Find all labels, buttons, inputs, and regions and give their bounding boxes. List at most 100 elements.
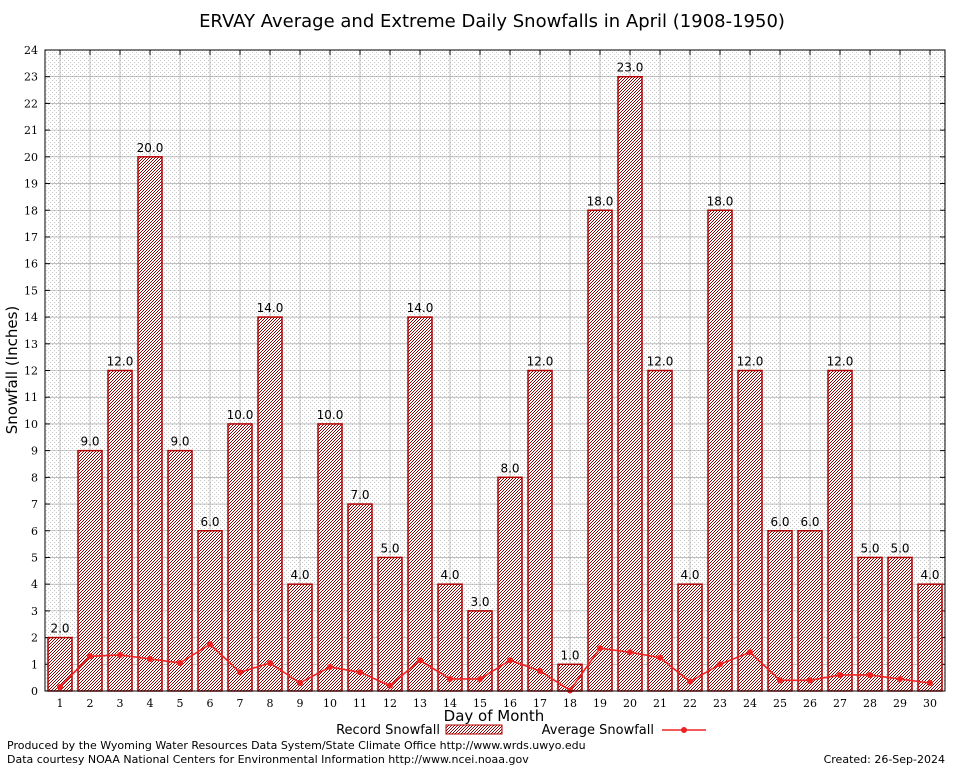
average-point xyxy=(447,675,453,682)
record-bar xyxy=(917,583,943,692)
average-point xyxy=(57,683,63,690)
y-tick-label: 10 xyxy=(24,418,38,431)
average-point xyxy=(927,679,933,686)
average-point xyxy=(867,671,873,678)
footer-created-date: Created: 26-Sep-2024 xyxy=(823,753,945,766)
average-point xyxy=(657,654,663,661)
x-tick-label: 26 xyxy=(803,697,817,710)
average-point xyxy=(117,651,123,658)
y-tick-label: 21 xyxy=(24,124,38,137)
record-bar xyxy=(497,476,523,692)
y-tick-label: 11 xyxy=(24,391,38,404)
record-bar xyxy=(737,369,763,692)
bar-value-label: 18.0 xyxy=(587,194,614,208)
record-bar xyxy=(287,583,313,692)
y-tick-label: 0 xyxy=(31,685,38,698)
average-point xyxy=(567,687,573,694)
bar-value-label: 10.0 xyxy=(227,408,254,422)
x-tick-label: 10 xyxy=(323,697,337,710)
y-tick-label: 16 xyxy=(24,258,38,271)
record-bar xyxy=(107,369,133,692)
y-tick-label: 19 xyxy=(24,178,38,191)
record-bar xyxy=(197,530,223,692)
record-bar xyxy=(377,556,403,692)
x-tick-label: 30 xyxy=(923,697,937,710)
x-axis-label: Day of Month xyxy=(444,707,545,725)
x-tick-label: 9 xyxy=(297,697,304,710)
bar-value-label: 20.0 xyxy=(137,141,164,155)
average-point xyxy=(357,669,363,676)
x-tick-label: 29 xyxy=(893,697,907,710)
bar-value-label: 12.0 xyxy=(647,355,674,369)
x-tick-label: 25 xyxy=(773,697,787,710)
average-point xyxy=(327,663,333,670)
average-point xyxy=(177,659,183,666)
bar-value-label: 6.0 xyxy=(200,515,219,529)
record-bar xyxy=(797,530,823,692)
x-tick-label: 18 xyxy=(563,697,577,710)
y-tick-label: 7 xyxy=(31,498,38,511)
bar-value-label: 8.0 xyxy=(500,461,519,475)
x-tick-label: 8 xyxy=(267,697,274,710)
legend-record-label: Record Snowfall xyxy=(336,723,440,738)
bar-value-label: 3.0 xyxy=(470,595,489,609)
bar-value-label: 5.0 xyxy=(860,541,879,555)
average-point xyxy=(207,641,213,648)
bar-value-label: 6.0 xyxy=(800,515,819,529)
legend-average-marker xyxy=(681,727,687,733)
legend: Record Snowfall Average Snowfall xyxy=(336,723,706,738)
x-tick-label: 6 xyxy=(207,697,214,710)
bar-value-label: 12.0 xyxy=(107,355,134,369)
record-bar xyxy=(47,636,73,692)
y-tick-label: 14 xyxy=(24,311,38,324)
bar-value-label: 2.0 xyxy=(50,622,69,636)
bar-value-label: 4.0 xyxy=(290,568,309,582)
record-bar xyxy=(887,556,913,692)
bar-value-label: 18.0 xyxy=(707,194,734,208)
y-tick-label: 2 xyxy=(31,632,38,645)
bar-value-label: 23.0 xyxy=(617,61,644,75)
bar-value-label: 9.0 xyxy=(170,435,189,449)
bar-value-label: 1.0 xyxy=(560,648,579,662)
average-point xyxy=(777,677,783,684)
average-point xyxy=(477,675,483,682)
x-tick-label: 5 xyxy=(177,697,184,710)
y-tick-label: 9 xyxy=(31,445,38,458)
record-bar xyxy=(767,530,793,692)
y-tick-label: 13 xyxy=(24,338,38,351)
record-bar xyxy=(527,369,553,692)
record-bar xyxy=(587,209,613,692)
plot-border xyxy=(44,49,946,692)
footer-produced-by: Produced by the Wyoming Water Resources … xyxy=(7,739,586,752)
x-tick-label: 13 xyxy=(413,697,427,710)
bar-value-label: 9.0 xyxy=(80,435,99,449)
record-bar xyxy=(167,449,193,692)
x-tick-label: 11 xyxy=(353,697,367,710)
bar-value-label: 14.0 xyxy=(407,301,434,315)
record-bar xyxy=(227,423,253,692)
average-point xyxy=(237,669,243,676)
x-tick-label: 22 xyxy=(683,697,697,710)
record-bar xyxy=(857,556,883,692)
y-axis-label: Snowfall (Inches) xyxy=(3,306,21,434)
average-point xyxy=(87,653,93,660)
x-tick-label: 23 xyxy=(713,697,727,710)
average-point xyxy=(297,679,303,686)
x-tick-label: 21 xyxy=(653,697,667,710)
footer-data-courtesy: Data courtesy NOAA National Centers for … xyxy=(7,753,529,766)
y-tick-label: 15 xyxy=(24,284,38,297)
y-tick-label: 12 xyxy=(24,365,38,378)
legend-record-swatch xyxy=(445,724,503,735)
y-tick-label: 3 xyxy=(31,605,38,618)
y-tick-label: 5 xyxy=(31,551,38,564)
legend-average-label: Average Snowfall xyxy=(542,723,654,738)
record-bar xyxy=(437,583,463,692)
average-point xyxy=(147,655,153,662)
bar-value-label: 6.0 xyxy=(770,515,789,529)
bar-value-label: 4.0 xyxy=(680,568,699,582)
y-tick-label: 1 xyxy=(31,658,38,671)
average-point xyxy=(387,682,393,689)
record-bar xyxy=(257,316,283,692)
x-tick-label: 3 xyxy=(117,697,124,710)
